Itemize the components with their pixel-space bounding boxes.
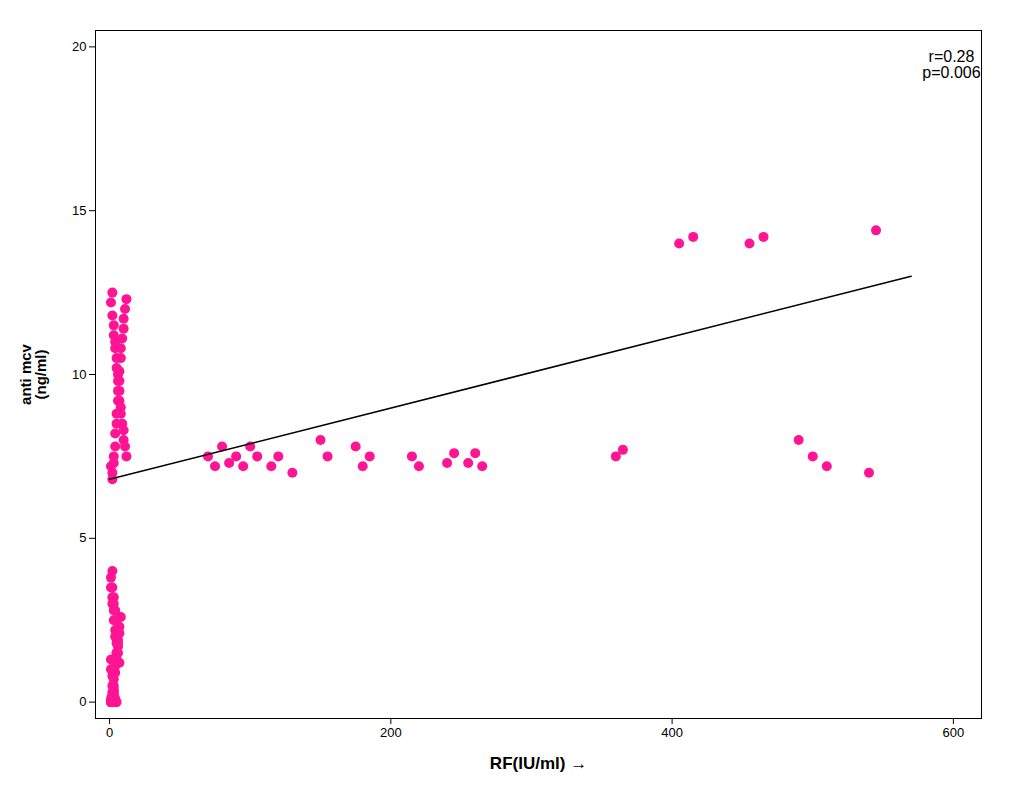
svg-text:400: 400	[661, 725, 683, 740]
svg-text:0: 0	[106, 725, 113, 740]
svg-text:20: 20	[72, 39, 86, 54]
svg-text:r=0.28p=0.006: r=0.28p=0.006	[922, 48, 980, 81]
svg-text:anti mcv(ng/ml): anti mcv(ng/ml)	[17, 343, 49, 405]
svg-text:10: 10	[72, 367, 86, 382]
svg-text:5: 5	[79, 530, 86, 545]
svg-text:15: 15	[72, 203, 86, 218]
svg-text:RF(IU/ml) →: RF(IU/ml) →	[490, 754, 587, 773]
svg-text:0: 0	[79, 694, 86, 709]
svg-text:200: 200	[380, 725, 402, 740]
svg-text:600: 600	[943, 725, 965, 740]
